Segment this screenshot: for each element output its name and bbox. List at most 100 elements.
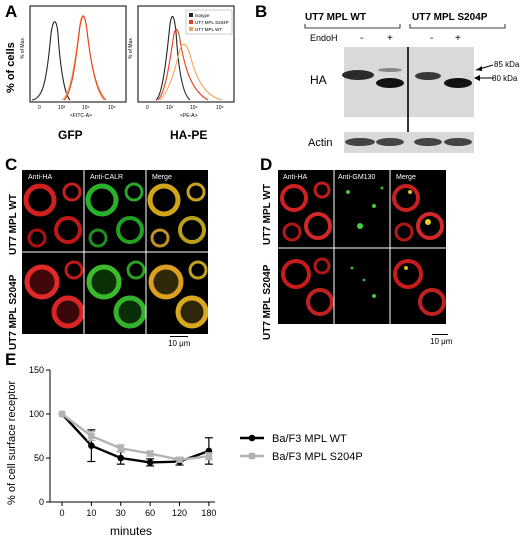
- e-legend-marker-0: [248, 434, 256, 442]
- hape-axis-caption: <PE-A>: [180, 113, 198, 119]
- c-wt-merge: [147, 182, 206, 248]
- lane-sign-4: +: [455, 33, 461, 44]
- e-legend-marker-1: [248, 452, 256, 460]
- c-col-anti-calr: Anti-CALR: [90, 174, 123, 181]
- legend-wt: UT7 MPL WT: [195, 27, 222, 32]
- hape-wt-curve: [159, 43, 223, 101]
- e-ytick-label: 150: [29, 365, 44, 375]
- e-point: [58, 410, 66, 418]
- e-xlabel: minutes: [110, 524, 153, 538]
- c-col-merge: Merge: [152, 174, 172, 181]
- d-col-anti-ha: Anti-HA: [283, 174, 307, 181]
- d-wt-merge: [392, 184, 444, 242]
- d-row-label-s204p: UT7 MPL S204P: [262, 264, 273, 340]
- hape-histogram: % of Max 0 10³ 10⁴ 10⁵ <PE-A> Isotype UT…: [128, 5, 235, 119]
- e-ytick-label: 50: [34, 453, 44, 463]
- legend-s204p: UT7 MPL S204P: [195, 20, 229, 25]
- gfp-axis-caption: <FITC-A>: [70, 113, 92, 119]
- gfp-tick-3: 10⁵: [108, 105, 116, 111]
- blot-group-s204p: UT7 MPL S204P: [412, 12, 488, 23]
- mw-85: 85 kDa: [494, 60, 520, 69]
- legend-isotype: Isotype: [195, 13, 210, 18]
- arrowhead-80kda: [474, 75, 480, 81]
- actin-band-lane1: [345, 138, 375, 146]
- e-point: [146, 459, 154, 466]
- internalization-chart: 0 50 100 150 0 10 30 60 120 180 Ba/F3 MPL WT Ba/F3…: [29, 365, 363, 518]
- hape-xlabel: HA-PE: [170, 128, 208, 142]
- arrowhead-85kda: [476, 66, 482, 71]
- e-point: [88, 432, 95, 440]
- c-scale-bar: [170, 336, 188, 337]
- ha-row-label: HA: [310, 73, 327, 87]
- e-point: [146, 450, 154, 457]
- hape-tick-1: 10³: [166, 105, 174, 111]
- hape-tick-0: 0: [146, 105, 149, 111]
- bracket-s204p: [409, 24, 506, 29]
- c-row-label-wt: UT7 MPL WT: [8, 194, 19, 255]
- c-col-anti-ha: Anti-HA: [28, 174, 52, 181]
- legend-swatch-s204p: [189, 20, 193, 24]
- e-ytick-label: 0: [39, 497, 44, 507]
- e-point: [117, 454, 125, 462]
- c-s204p-anti-calr: [86, 260, 147, 329]
- c-row-label-s204p: UT7 MPL S204P: [8, 274, 19, 350]
- gfp-tick-2: 10⁴: [82, 105, 90, 111]
- bracket-wt: [304, 24, 401, 29]
- d-col-merge: Merge: [396, 174, 416, 181]
- panel-label-d: D: [260, 155, 273, 174]
- e-ytick-label: 100: [29, 409, 44, 419]
- actin-band-lane2: [376, 138, 404, 146]
- d-scale-bar: [432, 334, 448, 335]
- d-scale-label: 10 μm: [430, 337, 453, 346]
- lane-sign-1: -: [360, 33, 363, 44]
- d-s204p-merge: [393, 259, 446, 316]
- legend-swatch-isotype: [189, 13, 193, 17]
- e-point: [88, 442, 95, 449]
- endoh-label: EndoH: [310, 33, 338, 43]
- ha-band-lane2: [376, 78, 404, 88]
- e-xtick-label: 0: [59, 508, 64, 518]
- e-ylabel: % of cell surface receptor: [6, 380, 18, 505]
- gfp-s204p-curve: [63, 15, 107, 101]
- lane-sign-2: +: [387, 33, 393, 44]
- e-legend-label-0: Ba/F3 MPL WT: [272, 433, 347, 445]
- lane-sign-3: -: [430, 33, 433, 44]
- actin-band-lane3: [414, 138, 442, 146]
- gfp-xlabel: GFP: [58, 128, 83, 142]
- blot-group-wt: UT7 MPL WT: [305, 12, 366, 23]
- mw-80: 80 kDa: [492, 74, 518, 83]
- e-xtick-label: 60: [145, 508, 155, 518]
- gfp-tick-0: 0: [38, 105, 41, 111]
- panel-label-a: A: [5, 2, 18, 21]
- gfp-isotype-curve: [31, 21, 71, 101]
- hape-s204p-curve: [157, 28, 209, 101]
- confocal-grid-c: Anti-HA Anti-CALR Merge: [22, 170, 208, 334]
- d-wt-anti-ha: [280, 181, 332, 242]
- ha-band-lane3: [415, 72, 441, 80]
- e-point: [117, 445, 124, 452]
- actin-band-lane4: [444, 138, 472, 146]
- actin-row-label: Actin: [308, 137, 332, 149]
- panel-label-c: C: [5, 155, 18, 174]
- western-blot: EndoH - + - + HA Actin 85 kDa 80 kDa: [304, 24, 520, 153]
- c-s204p-anti-ha: [24, 260, 85, 329]
- e-xtick-label: 180: [201, 508, 216, 518]
- ha-band-lane1: [342, 70, 374, 80]
- gfp-histogram: % of Max 0 10³ 10⁴ 10⁵ <FITC-A>: [20, 5, 127, 119]
- hape-isotype-curve: [155, 15, 191, 101]
- d-s204p-anti-ha: [281, 257, 334, 316]
- e-xtick-label: 30: [116, 508, 126, 518]
- c-wt-anti-ha: [23, 182, 82, 248]
- gfp-plot-frame: [29, 5, 127, 103]
- confocal-grid-d: Anti-HA Anti-GM130 Merge: [278, 170, 446, 324]
- d-wt-anti-gm130: [346, 186, 384, 229]
- gfp-hist-ylabel: % of Max: [20, 38, 26, 59]
- hape-tick-3: 10⁵: [216, 105, 224, 111]
- histogram-legend: [185, 9, 233, 35]
- panel-label-e: E: [5, 350, 17, 369]
- actin-blot-background: [344, 132, 474, 153]
- d-s204p-anti-gm130: [350, 266, 376, 298]
- ha-faint-band-lane2: [378, 68, 402, 72]
- e-series-line-0: [61, 413, 210, 464]
- e-xtick-label: 10: [86, 508, 96, 518]
